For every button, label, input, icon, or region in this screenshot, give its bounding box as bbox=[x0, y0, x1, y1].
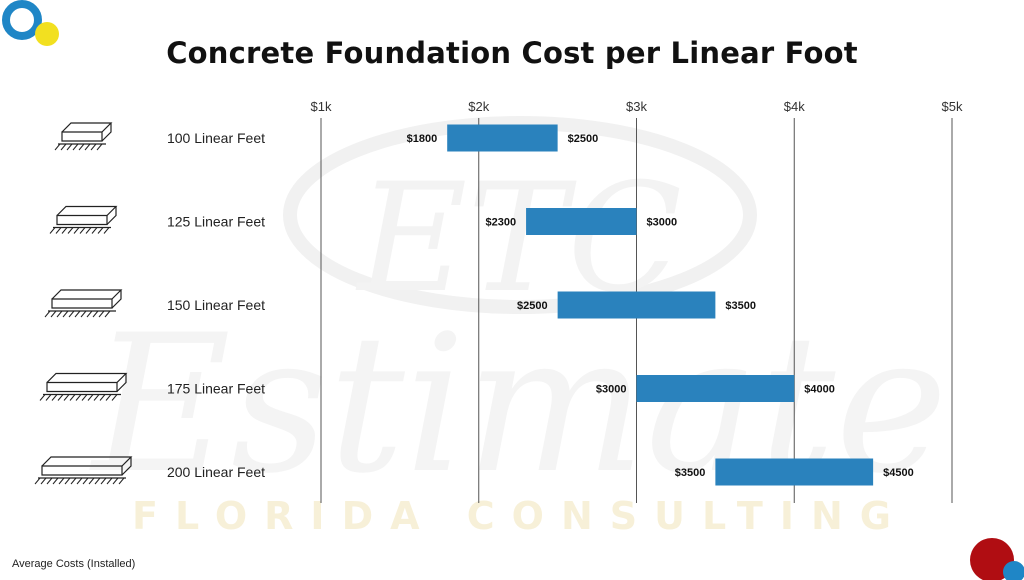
high-value-label: $2500 bbox=[568, 133, 599, 145]
row-category-label: 100 Linear Feet bbox=[167, 130, 265, 146]
low-value-label: $3000 bbox=[596, 384, 627, 396]
row-category-label: 125 Linear Feet bbox=[167, 214, 265, 230]
low-value-label: $2300 bbox=[485, 217, 516, 229]
x-tick-label: $2k bbox=[468, 99, 489, 114]
range-bar bbox=[636, 375, 795, 402]
row-category-label: 150 Linear Feet bbox=[167, 297, 265, 313]
low-value-label: $2500 bbox=[517, 300, 548, 312]
range-bar bbox=[526, 208, 637, 235]
high-value-label: $3000 bbox=[647, 217, 678, 229]
watermark-ring bbox=[283, 116, 757, 314]
foundation-slab-icon bbox=[34, 456, 133, 485]
foundation-slab-icon bbox=[39, 372, 128, 401]
row-category-label: 175 Linear Feet bbox=[167, 381, 265, 397]
x-tick-label: $1k bbox=[311, 99, 332, 114]
chart-title: Concrete Foundation Cost per Linear Foot bbox=[166, 36, 858, 70]
low-value-label: $3500 bbox=[675, 467, 706, 479]
range-bar bbox=[447, 124, 558, 152]
x-tick-label: $4k bbox=[784, 99, 805, 114]
row-category-label: 200 Linear Feet bbox=[167, 464, 265, 480]
range-bar bbox=[557, 291, 716, 319]
range-bar bbox=[715, 458, 874, 486]
x-tick-label: $5k bbox=[942, 99, 963, 114]
watermark-caption: FLORIDA CONSULTING bbox=[132, 494, 908, 538]
footnote: Average Costs (Installed) bbox=[12, 558, 136, 570]
low-value-label: $1800 bbox=[407, 133, 438, 145]
high-value-label: $4000 bbox=[804, 384, 835, 396]
high-value-label: $4500 bbox=[883, 467, 914, 479]
x-tick-label: $3k bbox=[626, 99, 647, 114]
logo-circles-icon bbox=[2, 0, 59, 46]
foundation-slab-icon bbox=[49, 205, 118, 234]
high-value-label: $3500 bbox=[725, 300, 756, 312]
foundation-slab-icon bbox=[44, 289, 123, 318]
foundation-slab-icon bbox=[54, 122, 113, 151]
logo-red-circle-icon bbox=[970, 538, 1024, 580]
